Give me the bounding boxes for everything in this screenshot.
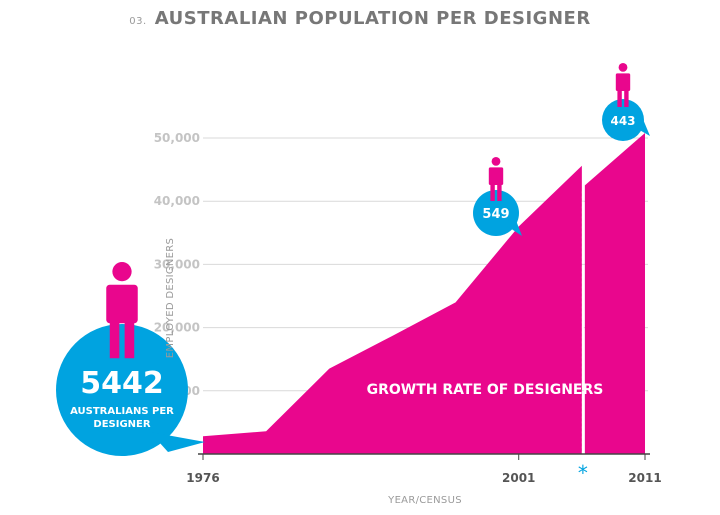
y-tick-label: 50,000 (154, 131, 200, 145)
y-axis-label: EMPLOYED DESIGNERS (165, 238, 176, 358)
person-body (488, 167, 504, 185)
annotation-text: DESIGNER (93, 419, 150, 430)
person-body (106, 284, 138, 324)
area-series-after-break (584, 132, 645, 454)
break-marker: * (578, 461, 588, 485)
person-head (491, 157, 501, 166)
annotation-bubble-pointer (636, 112, 650, 136)
area-series-before-break (203, 165, 582, 455)
person-icon (106, 262, 138, 359)
person-head (112, 262, 132, 282)
y-tick-label: 40,000 (154, 194, 200, 208)
person-leg-left (490, 183, 495, 201)
annotation-bubble-pointer (150, 432, 205, 452)
person-leg-right (124, 319, 135, 359)
chart-number: 03. (129, 16, 147, 27)
x-axis-label: YEAR/CENSUS (387, 495, 462, 506)
person-leg-right (497, 183, 502, 201)
annotation-bubble-pointer (507, 210, 522, 236)
chart-title: 03. AUSTRALIAN POPULATION PER DESIGNER (0, 8, 720, 29)
annotation-value: 5442 (80, 366, 164, 401)
y-tick-label: 20,000 (154, 321, 200, 335)
axes (198, 453, 650, 460)
x-axis-ticks: 1976 2001 2011 * (186, 461, 661, 485)
annotation-bubble-1976 (56, 324, 188, 456)
annotation-value: 443 (610, 114, 635, 128)
person-head (618, 63, 628, 72)
area-layer: GROWTH RATE OF DESIGNERS (203, 132, 645, 455)
person-body (615, 73, 631, 91)
person-leg-left (617, 89, 622, 107)
annotation-text: AUSTRALIANS PER (70, 406, 174, 417)
chart-title-text: AUSTRALIAN POPULATION PER DESIGNER (154, 8, 591, 29)
x-tick-label: 2001 (502, 471, 535, 485)
person-leg-right (624, 89, 629, 107)
x-tick-label: 2011 (628, 471, 661, 485)
annotation-value: 549 (482, 207, 509, 222)
annotation-bubbles: 5442 AUSTRALIANS PER DESIGNER 549 443 (56, 63, 650, 456)
person-icon (615, 63, 631, 107)
person-icon (488, 157, 504, 201)
x-tick-label: 1976 (186, 471, 219, 485)
person-leg-left (109, 319, 120, 359)
y-tick-label: 30,000 (154, 257, 200, 271)
area-label: GROWTH RATE OF DESIGNERS (367, 382, 604, 398)
annotation-bubble-2011 (602, 99, 644, 141)
